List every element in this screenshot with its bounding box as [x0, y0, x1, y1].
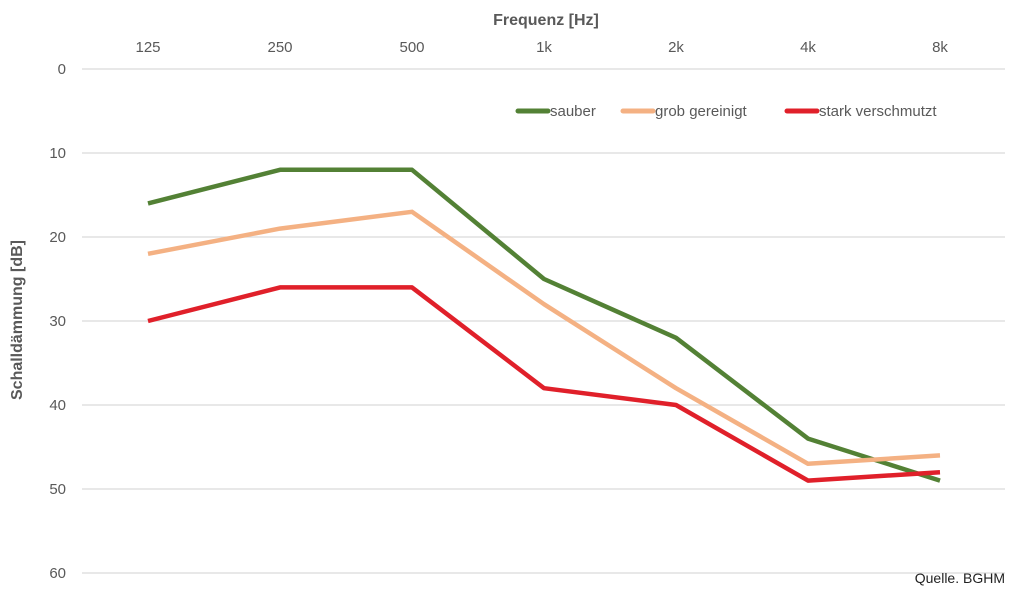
y-tick-label: 0 — [58, 61, 66, 78]
legend-label: sauber — [550, 103, 596, 120]
y-tick-label: 50 — [49, 481, 66, 498]
x-tick-label: 500 — [399, 39, 424, 56]
y-tick-label: 20 — [49, 229, 66, 246]
series-line-2 — [147, 285, 941, 483]
source-annotation: Quelle. BGHM — [915, 570, 1005, 586]
series-line-0 — [147, 167, 941, 483]
y-tick-label: 30 — [49, 313, 66, 330]
y-axis-title: Schalldämmung [dB] — [9, 240, 26, 400]
y-tick-label: 10 — [49, 145, 66, 162]
y-tick-label: 40 — [49, 397, 66, 414]
x-tick-label: 1k — [536, 39, 552, 56]
x-tick-label: 8k — [932, 39, 948, 56]
series-line-1 — [147, 209, 941, 467]
x-axis-title: Frequenz [Hz] — [493, 12, 599, 29]
y-tick-label: 60 — [49, 565, 66, 582]
x-tick-label: 4k — [800, 39, 816, 56]
legend-label: stark verschmutzt — [819, 103, 937, 120]
legend-label: grob gereinigt — [655, 103, 748, 120]
x-tick-label: 250 — [267, 39, 292, 56]
x-tick-label: 2k — [668, 39, 684, 56]
x-tick-label: 125 — [135, 39, 160, 56]
